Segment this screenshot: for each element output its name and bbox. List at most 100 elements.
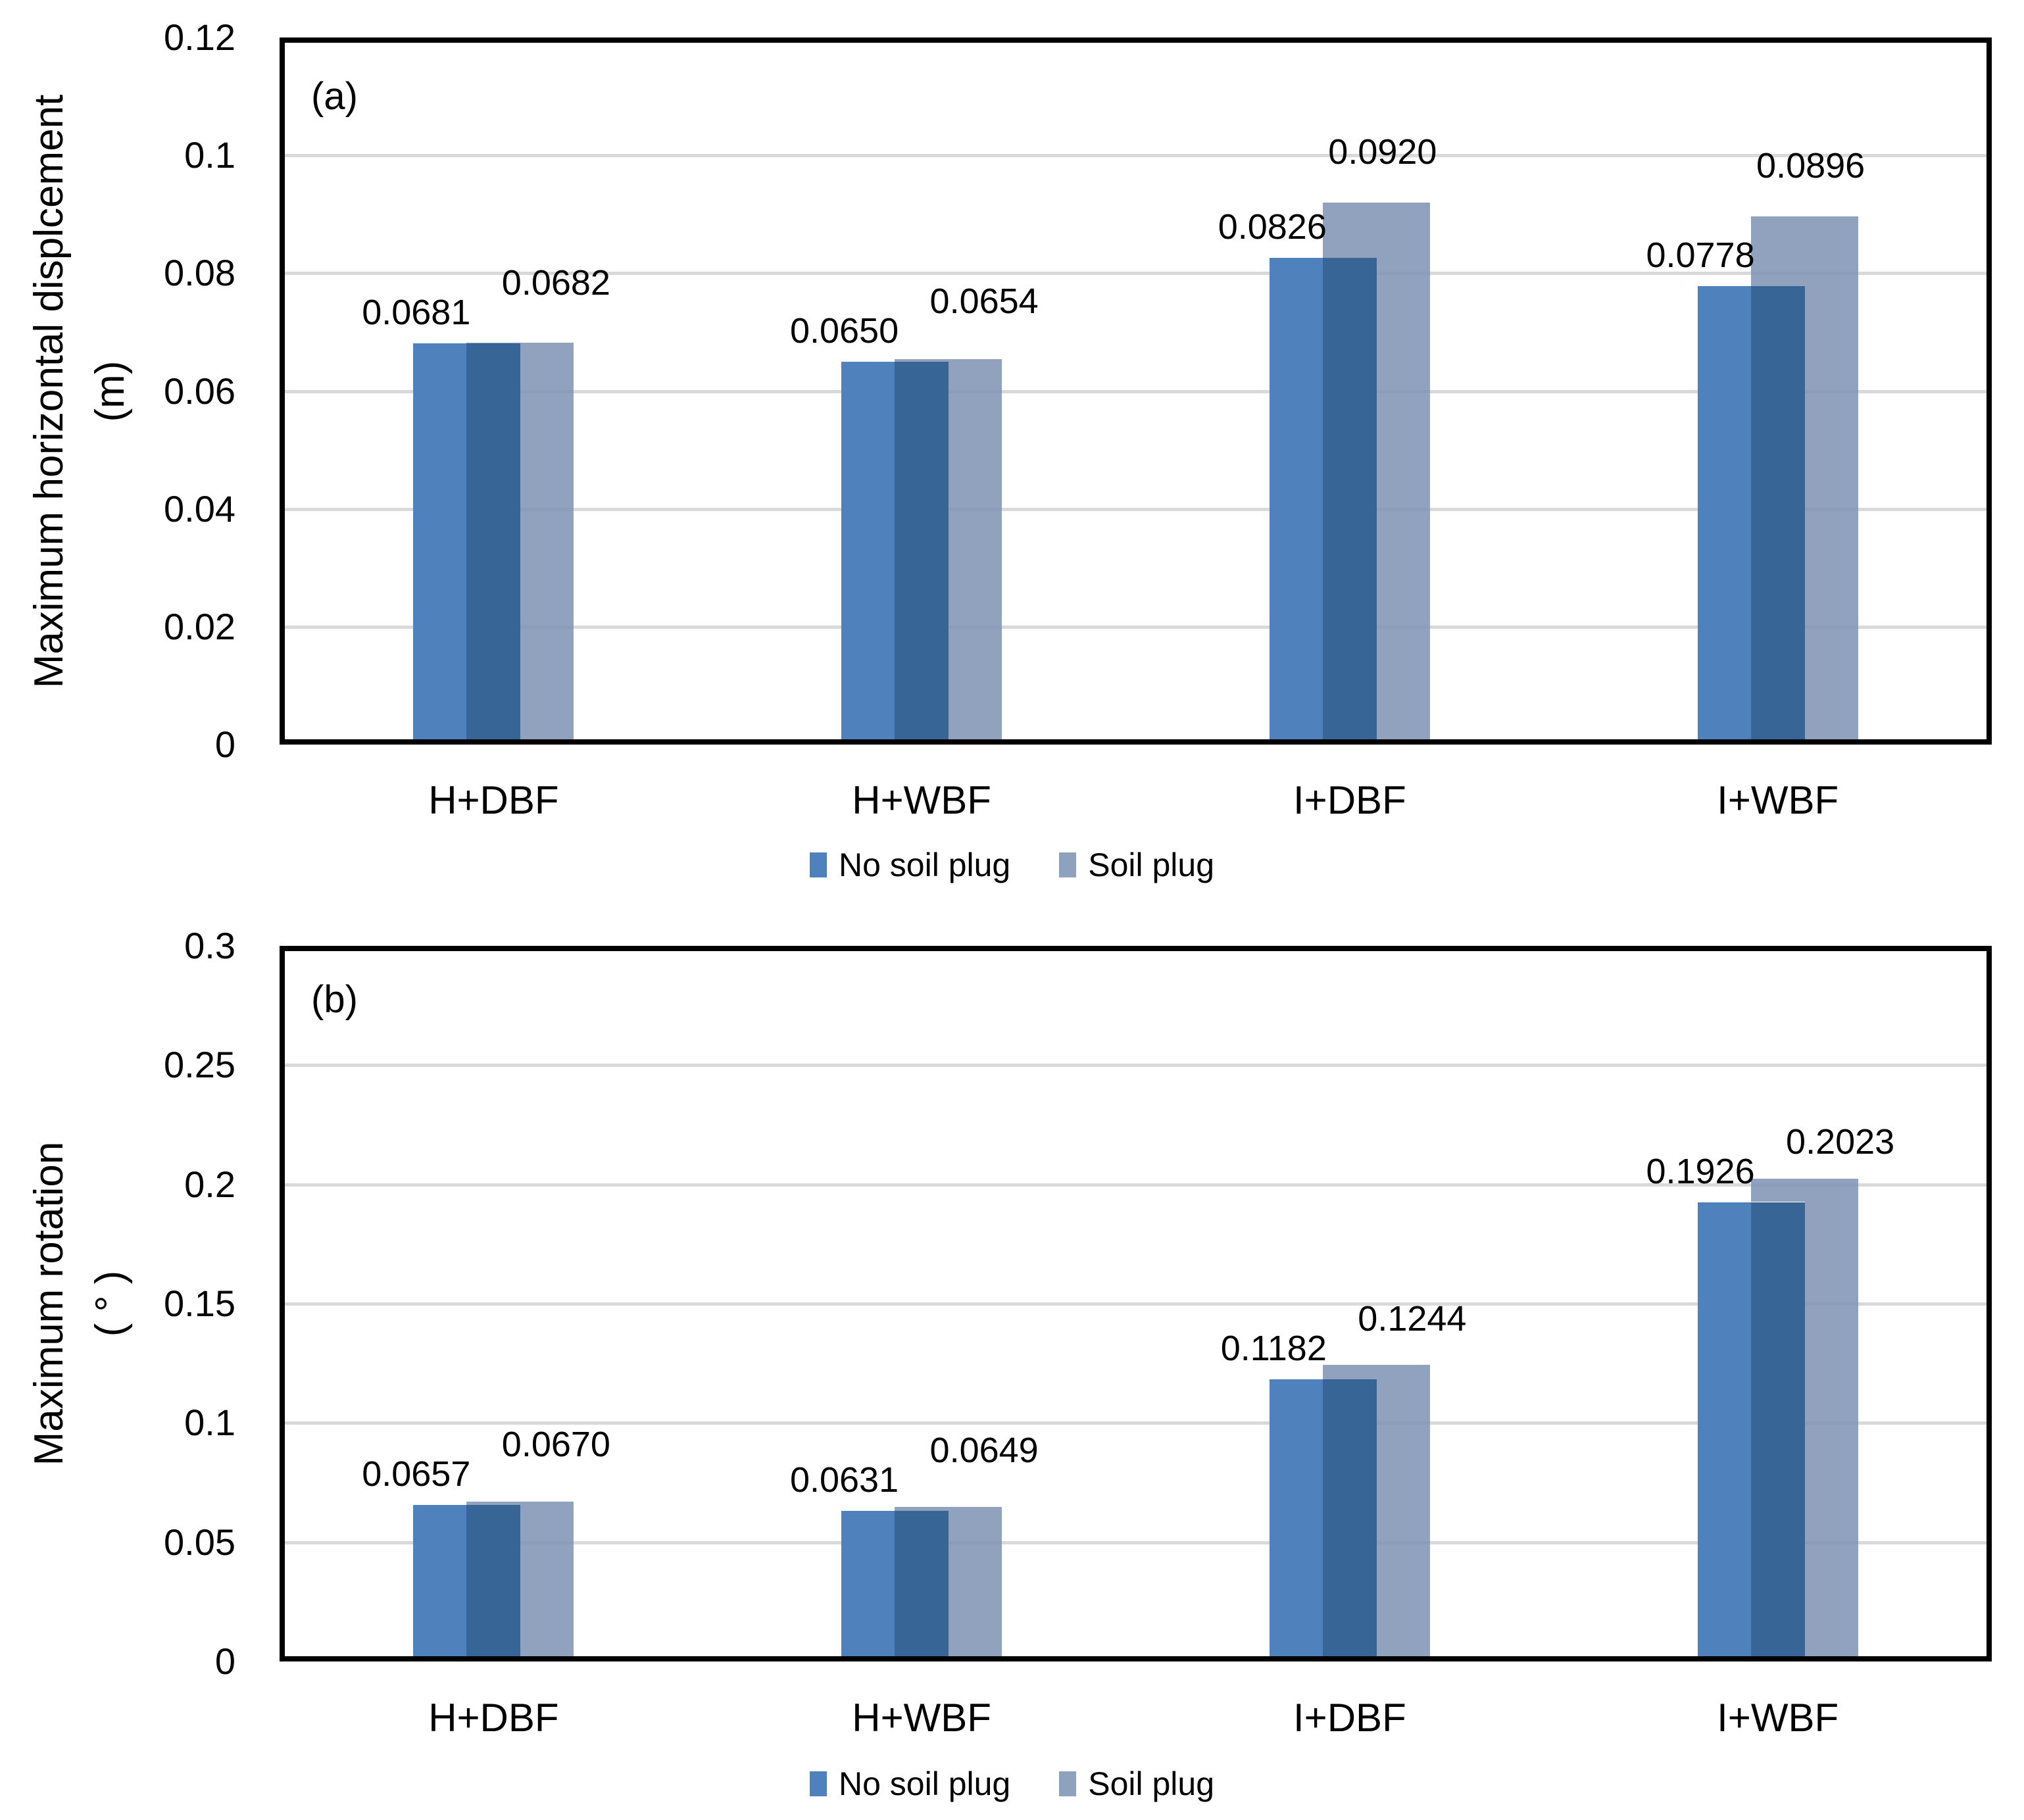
value-label-no-soil-plug: 0.0657 [362, 1454, 471, 1494]
gridline [285, 389, 1987, 393]
value-label-no-soil-plug: 0.0681 [362, 292, 471, 332]
legend: No soil plug Soil plug [0, 1762, 2024, 1806]
gridline [285, 1421, 1987, 1425]
value-label-soil-plug: 0.0920 [1328, 132, 1437, 172]
bar-overlap [1322, 1379, 1377, 1661]
y-axis-title: Maximum rotation [26, 1141, 72, 1466]
legend-label: No soil plug [838, 1765, 1011, 1802]
bar-soil-plug [520, 1502, 574, 1661]
category-label: I+WBF [1717, 1696, 1839, 1740]
y-tick-label: 0.15 [164, 1283, 235, 1324]
legend-swatch-no-soil-plug [809, 852, 827, 877]
bar-no-soil-plug [841, 361, 895, 745]
category-label: H+WBF [852, 1696, 991, 1740]
category-label: H+DBF [428, 778, 559, 822]
value-label-no-soil-plug: 0.0650 [789, 310, 899, 351]
value-label-soil-plug: 0.0682 [501, 262, 610, 303]
y-tick-label: 0.06 [164, 370, 235, 412]
bar-soil-plug [895, 359, 949, 362]
legend-item-no-soil-plug: No soil plug [809, 847, 1011, 883]
legend-item-no-soil-plug: No soil plug [809, 1765, 1011, 1802]
legend-swatch-soil-plug [1059, 852, 1077, 877]
bar-soil-plug [1750, 216, 1805, 287]
gridline [285, 1064, 1987, 1068]
value-label-soil-plug: 0.2023 [1786, 1121, 1895, 1162]
bar-overlap [466, 343, 521, 745]
gridline [285, 507, 1987, 511]
value-label-soil-plug: 0.0670 [501, 1424, 610, 1464]
legend-swatch-no-soil-plug [809, 1771, 827, 1796]
value-label-soil-plug: 0.0896 [1756, 146, 1865, 186]
bar-soil-plug [1322, 202, 1377, 258]
plot-area-border [280, 37, 1992, 745]
bar-soil-plug [1376, 202, 1430, 745]
category-label: I+WBF [1717, 778, 1839, 822]
bar-overlap [466, 1504, 521, 1661]
y-axis-title: Maximum horizontal displcement [26, 94, 72, 688]
bar-soil-plug [1750, 1179, 1805, 1202]
plot-area-border [280, 946, 1992, 1661]
gridline [285, 1540, 1987, 1544]
gridline [285, 625, 1987, 629]
legend-label: Soil plug [1088, 1765, 1215, 1802]
y-tick-label: 0.3 [184, 925, 235, 966]
bar-soil-plug [1804, 1179, 1858, 1661]
y-tick-label: 0.12 [164, 16, 235, 58]
legend-label: Soil plug [1088, 847, 1215, 883]
value-label-no-soil-plug: 0.0778 [1646, 235, 1755, 276]
y-tick-label: 0.04 [164, 487, 235, 529]
y-tick-label: 0.2 [184, 1163, 235, 1205]
category-label: H+WBF [852, 778, 991, 822]
bar-no-soil-plug [841, 1511, 895, 1661]
y-tick-label: 0 [214, 1640, 235, 1682]
bar-no-soil-plug [1269, 258, 1323, 745]
bar-soil-plug [520, 343, 574, 745]
category-label: I+DBF [1293, 778, 1406, 822]
y-tick-label: 0.05 [164, 1521, 235, 1563]
gridline [285, 1302, 1987, 1306]
y-tick-label: 0 [214, 724, 235, 765]
y-axis-units: (m) [87, 360, 133, 422]
value-label-no-soil-plug: 0.0631 [789, 1460, 899, 1500]
bar-no-soil-plug [413, 1504, 467, 1661]
bar-overlap [1750, 1202, 1805, 1661]
y-tick-label: 0.02 [164, 605, 235, 647]
bar-no-soil-plug [1697, 1202, 1751, 1661]
gridline [285, 154, 1987, 158]
legend-item-soil-plug: Soil plug [1059, 1765, 1214, 1802]
bar-soil-plug [466, 1502, 521, 1505]
bar-overlap [1322, 258, 1377, 745]
bar-soil-plug [1804, 216, 1858, 745]
bar-soil-plug [949, 359, 1002, 745]
bar-no-soil-plug [1269, 1379, 1323, 1661]
bar-soil-plug [895, 1506, 949, 1512]
legend-swatch-soil-plug [1059, 1771, 1077, 1796]
legend-label: No soil plug [838, 847, 1011, 883]
y-tick-label: 0.25 [164, 1044, 235, 1086]
y-tick-label: 0.1 [184, 1402, 235, 1444]
bar-soil-plug [949, 1506, 1002, 1661]
gridline [285, 272, 1987, 276]
y-tick-label: 0.08 [164, 252, 235, 294]
y-tick-label: 0.1 [184, 134, 235, 176]
category-label: I+DBF [1293, 1696, 1406, 1740]
category-label: H+DBF [428, 1696, 559, 1740]
legend: No soil plug Soil plug [0, 843, 2024, 887]
bar-no-soil-plug [413, 343, 467, 745]
y-axis-units: ( ° ) [87, 1270, 133, 1337]
bar-soil-plug [1376, 1364, 1430, 1661]
value-label-soil-plug: 0.1244 [1358, 1299, 1467, 1339]
bar-overlap [895, 1511, 949, 1661]
gridline [285, 1183, 1987, 1187]
value-label-soil-plug: 0.0654 [929, 281, 1039, 321]
value-label-no-soil-plug: 0.0826 [1218, 207, 1327, 247]
bar-overlap [1750, 286, 1805, 745]
bar-overlap [895, 361, 949, 745]
value-label-no-soil-plug: 0.1182 [1220, 1329, 1327, 1369]
bar-no-soil-plug [1697, 286, 1751, 745]
value-label-soil-plug: 0.0649 [929, 1431, 1039, 1471]
value-label-no-soil-plug: 0.1926 [1646, 1151, 1755, 1191]
panel-letter: (b) [311, 978, 358, 1021]
bar-soil-plug [1322, 1364, 1377, 1380]
